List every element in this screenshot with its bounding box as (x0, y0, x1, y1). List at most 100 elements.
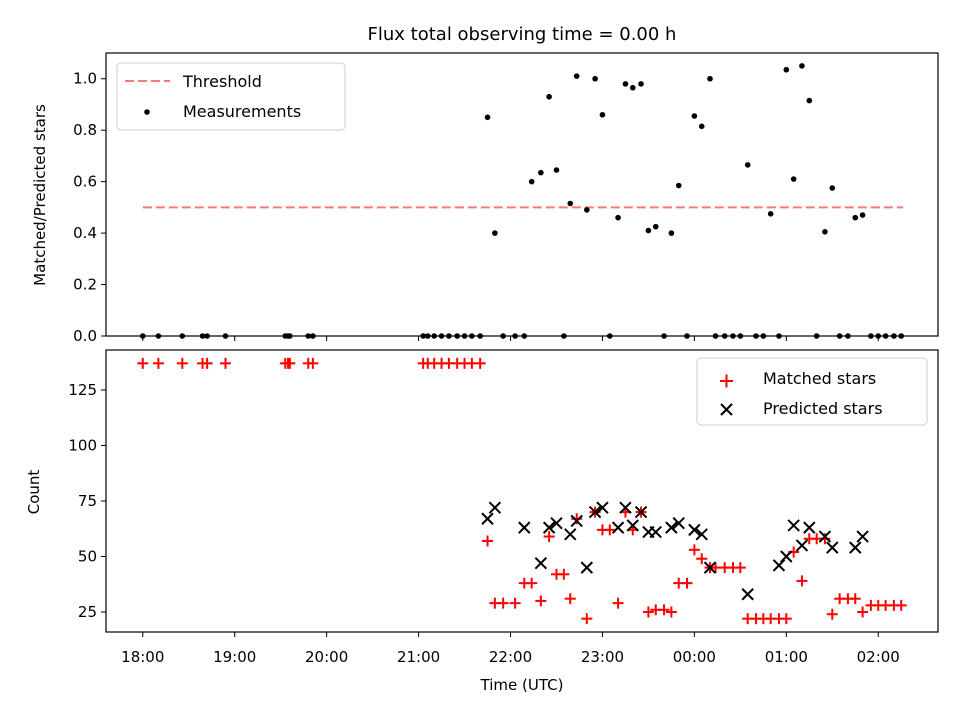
predicted-star-marker-b (672, 516, 685, 530)
predicted-star-marker-b (481, 512, 494, 525)
legend-matched-label: Matched stars (763, 369, 876, 388)
predicted-star-marker-b (688, 523, 701, 537)
matched-star-marker (604, 524, 616, 536)
predicted-star-marker (534, 556, 548, 570)
measurement-point (546, 93, 552, 100)
measurement-point (638, 81, 644, 87)
measurement-point (698, 123, 705, 130)
bottom-y-tick-label: 125 (68, 381, 97, 399)
bottom-y-tick-label: 50 (78, 548, 97, 566)
bottom-y-tick-label: 75 (78, 492, 97, 510)
measurement-point (790, 176, 797, 182)
top-y-tick-label: 0.0 (73, 327, 97, 345)
predicted-star-marker (619, 501, 632, 514)
measurement-point (675, 182, 682, 189)
predicted-star-marker-b (826, 541, 839, 554)
measurement-point (799, 63, 805, 69)
matched-star-marker (564, 593, 576, 605)
top-y-tick-label: 0.6 (73, 173, 97, 191)
predicted-star-marker-b (787, 519, 800, 532)
top-axes-frame (105, 52, 939, 337)
matched-star-marker (482, 535, 494, 547)
measurement-point (592, 75, 598, 82)
top-y-tick-label: 1.0 (73, 70, 97, 88)
matched-star-marker (152, 357, 164, 369)
measurement-point (528, 178, 535, 185)
predicted-star-marker (550, 516, 563, 530)
matched-star-marker (526, 577, 538, 589)
predicted-star-marker (780, 550, 793, 563)
predicted-star-marker-b (580, 561, 594, 574)
predicted-star-marker (518, 521, 531, 534)
predicted-star-marker (649, 525, 662, 539)
predicted-star-marker (856, 530, 869, 543)
predicted-star-marker (695, 528, 708, 541)
predicted-star-marker-b (772, 559, 786, 572)
measurement-point (744, 162, 751, 168)
bottom-x-ticks: 18:00 19:00 20:00 21:00 22:00 23:00 00:00 01:00… (121, 632, 900, 666)
measurement-point (645, 227, 652, 234)
top-y-tick-label: 0.4 (73, 224, 97, 242)
matched-star-marker (201, 357, 213, 369)
predicted-star-marker (580, 561, 594, 574)
top-y-ticks: 0.0 0.2 0.4 0.6 0.8 1.0 (73, 70, 106, 345)
predicted-star-marker-b (534, 556, 548, 570)
matched-star-marker (826, 608, 838, 620)
legend-measurement-label: Measurements (183, 102, 301, 121)
predicted-star-marker (772, 559, 786, 572)
predicted-star-marker-b (564, 528, 577, 541)
predicted-star-marker-b (596, 501, 609, 514)
predicted-star-marker (596, 501, 609, 514)
x-tick-label: 00:00 (673, 648, 716, 666)
bottom-y-tick-label: 100 (68, 436, 97, 454)
chart-title: Flux total observing time = 0.00 h (368, 24, 677, 45)
matched-star-marker (137, 357, 149, 369)
matched-star-marker (642, 606, 654, 618)
x-axis-label: Time (UTC) (480, 676, 564, 694)
measurement-point (553, 167, 560, 173)
predicted-star-marker-b (488, 501, 502, 514)
predicted-star-marker-b (795, 539, 809, 552)
predicted-star-marker-b (518, 521, 531, 534)
measurement-point (629, 84, 636, 91)
measurement-point (567, 200, 574, 207)
predicted-star-marker (741, 588, 754, 601)
matched-star-marker (796, 575, 808, 587)
matched-star-marker (734, 562, 746, 574)
predicted-star-marker-b (780, 550, 793, 563)
x-tick-label: 02:00 (857, 648, 900, 666)
measurement-point (622, 81, 629, 87)
predicted-star-marker (542, 521, 556, 534)
matched-stars-points (137, 357, 907, 625)
top-y-tick-label: 0.8 (73, 121, 97, 139)
matched-star-marker (688, 544, 700, 556)
measurement-point (806, 97, 813, 104)
measurement-point (492, 230, 498, 236)
x-tick-label: 21:00 (397, 648, 440, 666)
bottom-y-tick-label: 25 (78, 603, 97, 621)
matched-star-marker (857, 606, 869, 618)
matched-star-marker (658, 604, 670, 616)
predicted-star-marker-b (856, 530, 869, 543)
measurement-point (783, 66, 790, 73)
predicted-star-marker-b (741, 588, 754, 601)
measurement-point (584, 207, 590, 213)
predicted-star-marker-b (588, 505, 602, 519)
predicted-star-marker-b (570, 514, 583, 528)
predicted-star-marker-b (803, 521, 816, 534)
matched-star-marker (176, 357, 188, 369)
predicted-star-marker-b (619, 501, 632, 514)
legend-matched-swatch (720, 374, 733, 388)
measurement-point (652, 223, 659, 230)
predicted-star-marker (588, 505, 602, 519)
predicted-star-marker (570, 514, 583, 528)
predicted-star-marker-b (665, 521, 678, 534)
predicted-star-marker (803, 521, 816, 534)
measurement-point (707, 75, 713, 82)
x-tick-label: 20:00 (305, 648, 348, 666)
top-legend-box (116, 62, 346, 131)
ratio-panel: Flux total observing time = 0.00 h 0.0 0.… (31, 24, 939, 345)
measurement-point (573, 73, 580, 79)
bottom-axes-frame (105, 349, 939, 633)
predicted-star-marker (488, 501, 502, 514)
